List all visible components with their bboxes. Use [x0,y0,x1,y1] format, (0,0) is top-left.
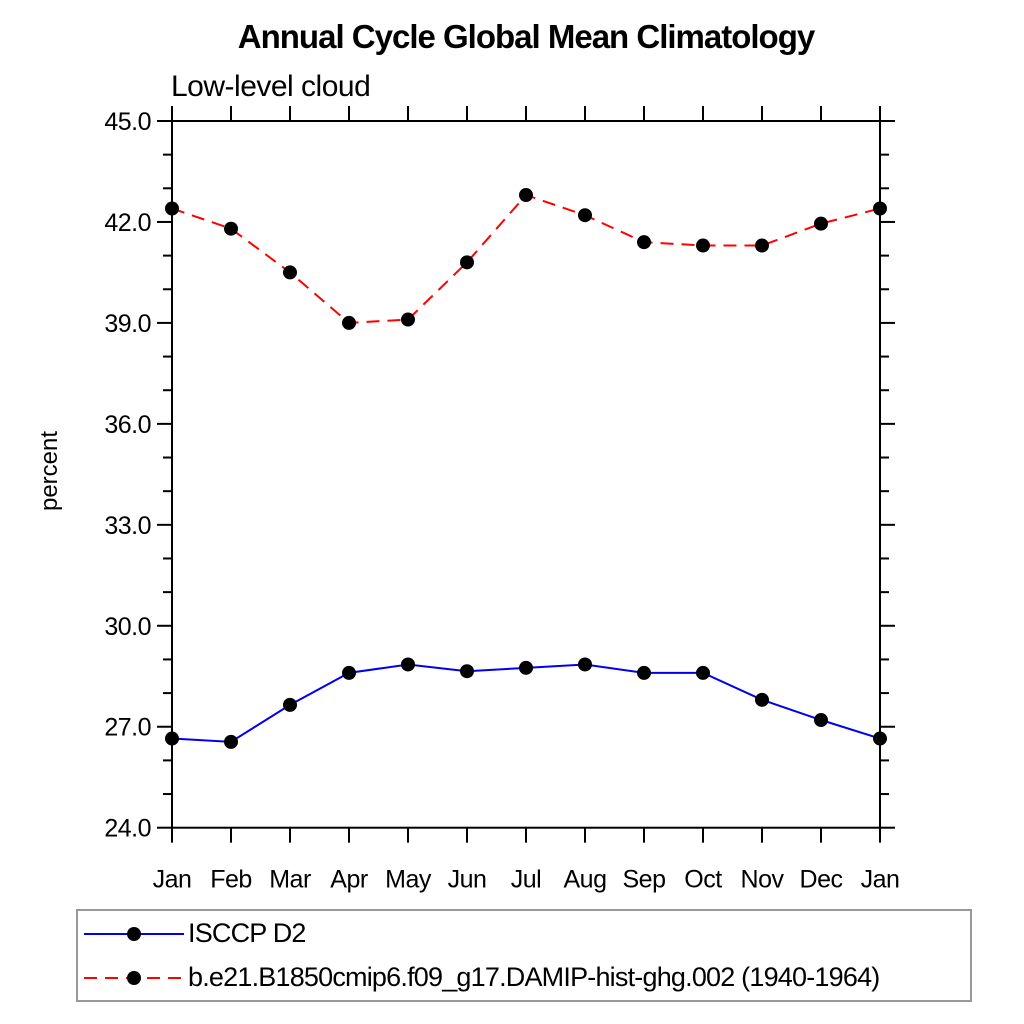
data-point-marker-1 [519,188,533,203]
data-point-marker-0 [578,657,592,672]
x-tick-label: Oct [684,866,722,894]
x-tick-label: May [385,866,432,894]
legend-sample-line-1 [84,970,184,985]
legend-sample-line-0 [84,926,184,941]
legend-marker-icon [127,970,141,985]
x-tick-label: Jul [511,866,541,894]
data-point-marker-0 [696,665,710,680]
series-line-0 [171,663,881,743]
data-point-marker-0 [755,692,769,707]
chart-title: Annual Cycle Global Mean Climatology [237,18,815,55]
data-point-marker-0 [460,664,474,679]
data-point-marker-1 [578,208,592,223]
x-tick-label: Jan [861,866,900,894]
x-tick-label: Jun [448,866,487,894]
series-line-1 [171,193,881,324]
data-point-marker-1 [165,201,179,216]
x-tick-label: Nov [741,866,785,894]
data-point-marker-1 [755,238,769,253]
data-point-marker-1 [637,235,651,250]
legend-item-0: ISCCP D2 [78,913,970,955]
legend-label-1: b.e21.B1850cmip6.f09_g17.DAMIP-hist-ghg.… [188,962,880,992]
x-tick-label: Apr [330,866,368,894]
y-tick-label: 33.0 [104,512,151,540]
data-point-marker-1 [342,315,356,330]
data-point-marker-0 [873,731,887,746]
data-point-marker-1 [401,312,415,327]
legend-label-0: ISCCP D2 [188,918,306,948]
y-tick-label: 39.0 [104,310,151,338]
data-point-marker-0 [342,665,356,680]
axes-frame [171,120,881,829]
data-point-marker-1 [873,201,887,216]
data-point-marker-0 [283,697,297,712]
data-point-marker-0 [165,731,179,746]
y-tick-label: 42.0 [104,209,151,237]
chart-subtitle: Low-level cloud [171,70,371,103]
data-point-marker-1 [283,265,297,280]
data-point-marker-1 [460,255,474,270]
legend-item-1: b.e21.B1850cmip6.f09_g17.DAMIP-hist-ghg.… [78,957,970,999]
y-tick-label: 45.0 [104,108,151,136]
data-point-marker-0 [814,713,828,728]
data-point-marker-1 [814,216,828,231]
x-tick-label: Jan [153,866,192,894]
x-tick-label: Sep [623,866,666,894]
y-tick-label: 36.0 [104,411,151,439]
y-tick-label: 30.0 [104,613,151,641]
y-tick-label: 24.0 [104,815,151,843]
data-point-marker-0 [637,665,651,680]
x-tick-label: Aug [564,866,607,894]
legend-marker-icon [127,926,141,941]
data-point-marker-0 [224,734,238,749]
legend: ISCCP D2 b.e21.B1850cmip6.f09_g17.DAMIP-h… [76,909,972,1002]
data-point-marker-0 [519,660,533,675]
x-tick-label: Mar [269,866,311,894]
x-tick-label: Feb [210,866,252,894]
x-tick-label: Dec [800,866,843,894]
data-point-marker-1 [224,221,238,236]
data-point-marker-1 [696,238,710,253]
y-tick-label: 27.0 [104,714,151,742]
data-point-marker-0 [401,657,415,672]
